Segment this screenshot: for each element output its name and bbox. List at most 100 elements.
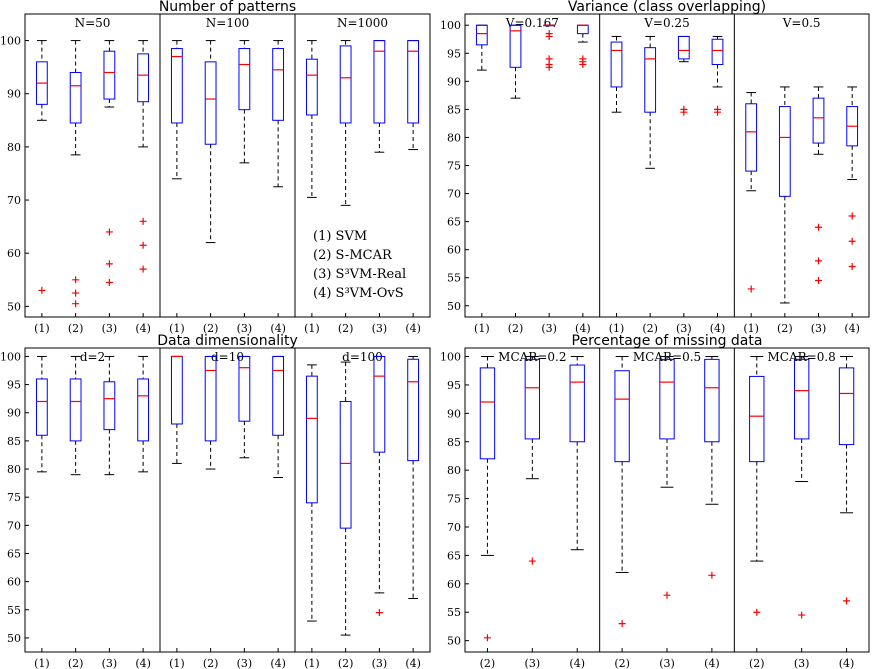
y-tick-label: 75 [7,491,21,504]
y-tick-label: 70 [447,188,461,201]
y-tick-label: 75 [447,493,461,506]
y-tick-label: 100 [440,19,461,32]
box [838,367,855,446]
legend-entry: (2) S-MCAR [313,248,393,263]
box [272,48,285,121]
outlier-marker [714,108,721,116]
x-tick-label: (1) [169,322,185,335]
outlier-marker [815,223,822,231]
outlier-marker [848,263,856,270]
x-tick-label: (1) [743,322,759,335]
box [644,47,657,113]
y-tick-label: 95 [7,379,21,392]
y-tick-label: 80 [447,131,461,144]
outlier-marker [848,237,856,245]
outlier-marker [545,63,553,71]
y-tick-label: 90 [447,407,461,420]
box [305,375,318,504]
y-tick-label: 80 [447,464,461,477]
outlier-marker [72,289,80,297]
panel-frame [24,347,431,653]
x-tick-label: (4) [839,657,855,669]
y-tick-label: 95 [447,47,461,60]
x-tick-label: (3) [676,322,692,335]
box [711,38,724,65]
y-tick-label: 50 [447,300,461,313]
x-tick-label: (4) [844,322,860,335]
x-tick-label: (2) [203,657,219,669]
subplot-title: V=0.167 [505,16,559,30]
x-tick-label: (2) [480,657,496,669]
outlier-marker [139,241,147,249]
x-tick-label: (2) [749,657,765,669]
x-tick-label: (3) [659,657,675,669]
box [479,367,496,460]
outlier-marker [139,217,147,225]
y-tick-label: 75 [447,160,461,173]
x-tick-label: (4) [135,322,151,335]
box [509,24,522,68]
x-tick-label: (1) [34,322,50,335]
y-tick-label: 55 [7,604,21,617]
outlier-marker [72,276,80,284]
panel-title: Data dimensionality [157,333,298,349]
y-tick-label: 50 [7,632,21,645]
outlier-marker [579,61,587,68]
subplot-title: N=100 [206,16,249,30]
panel-title: Percentage of missing data [572,333,763,349]
x-tick-label: (3) [372,322,388,335]
outlier-marker [815,257,822,265]
box [407,40,420,124]
x-tick-label: (1) [169,657,185,669]
outlier-marker [105,278,113,286]
x-tick-label: (2) [338,322,354,335]
box [373,355,386,453]
box [524,358,541,440]
x-tick-label: (2) [338,657,354,669]
x-tick-label: (1) [304,322,320,335]
box [778,106,791,197]
box [103,50,116,100]
box [704,358,720,443]
x-tick-label: (3) [102,322,118,335]
x-tick-label: (3) [237,322,253,335]
x-tick-label: (3) [372,657,388,669]
box [35,378,48,436]
outlier-marker [753,608,761,616]
y-tick-label: 90 [447,75,461,88]
x-tick-label: (1) [474,322,490,335]
outlier-marker [105,260,113,268]
y-tick-label: 100 [0,35,21,48]
panel-frame [464,13,870,318]
x-tick-label: (2) [203,322,219,335]
outlier-marker [843,597,851,605]
box [610,41,623,88]
box [576,24,589,35]
outlier-marker [528,557,536,565]
box [305,58,318,116]
y-tick-label: 85 [447,103,461,116]
subplot-title: d=10 [211,350,244,364]
outlier-marker [38,286,46,294]
panel-title: Variance (class overlapping) [568,0,766,15]
panel-frame [24,13,431,318]
y-tick-label: 70 [7,519,21,532]
y-tick-label: 50 [447,635,461,648]
y-tick-label: 55 [447,272,461,285]
x-tick-label: (2) [642,322,658,335]
x-tick-label: (4) [405,322,421,335]
box [745,103,758,172]
y-tick-label: 60 [7,576,21,589]
subplot-title: N=1000 [337,16,388,30]
box [238,355,251,422]
subplot-title: V=0.25 [643,16,689,30]
y-tick-label: 65 [447,549,461,562]
x-tick-label: (2) [68,657,84,669]
y-tick-label: 60 [7,247,21,260]
outlier-marker [105,228,113,236]
box [339,45,352,124]
x-tick-label: (4) [270,322,286,335]
x-tick-label: (4) [569,657,585,669]
y-tick-label: 85 [447,436,461,449]
